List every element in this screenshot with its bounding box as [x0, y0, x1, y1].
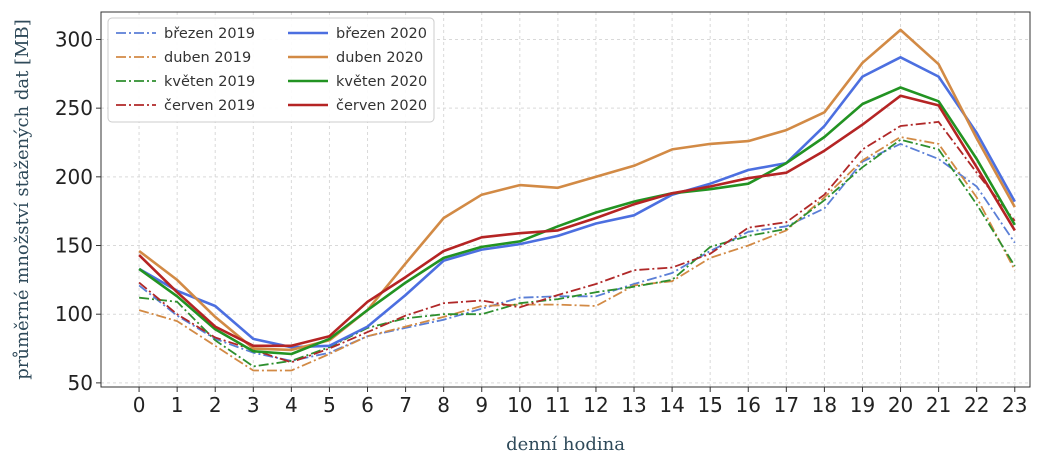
x-tick-label: 10 [507, 393, 532, 417]
legend-label: duben 2019 [164, 50, 251, 66]
legend-label: červen 2020 [336, 98, 427, 114]
x-tick-label: 23 [1002, 393, 1027, 417]
x-tick-label: 5 [323, 393, 336, 417]
x-tick-label: 21 [926, 393, 951, 417]
x-axis-label: denní hodina [506, 434, 625, 455]
x-tick-label: 7 [399, 393, 412, 417]
x-tick-label: 1 [171, 393, 184, 417]
x-tick-label: 14 [659, 393, 684, 417]
y-tick-label: 250 [55, 96, 93, 120]
y-tick-label: 100 [55, 302, 93, 326]
x-tick-label: 17 [774, 393, 799, 417]
x-tick-label: 18 [812, 393, 837, 417]
y-tick-label: 150 [55, 234, 93, 258]
x-tick-label: 6 [361, 393, 374, 417]
legend-label: březen 2019 [164, 26, 255, 42]
y-axis-label: průměrné množství stažených dat [MB] [11, 19, 33, 380]
y-tick-label: 300 [55, 27, 93, 51]
x-tick-label: 0 [133, 393, 146, 417]
x-tick-label: 4 [285, 393, 298, 417]
x-tick-label: 20 [888, 393, 913, 417]
legend-label: březen 2020 [336, 26, 427, 42]
x-tick-label: 19 [850, 393, 875, 417]
y-tick-label: 200 [55, 165, 93, 189]
x-tick-label: 3 [247, 393, 260, 417]
x-tick-label: 12 [583, 393, 608, 417]
legend-label: duben 2020 [336, 50, 423, 66]
x-tick-label: 9 [475, 393, 488, 417]
legend-label: červen 2019 [164, 98, 255, 114]
x-tick-label: 13 [621, 393, 646, 417]
x-tick-label: 2 [209, 393, 222, 417]
x-tick-label: 22 [964, 393, 989, 417]
legend-label: květen 2019 [164, 74, 255, 90]
x-tick-label: 8 [437, 393, 450, 417]
legend-label: květen 2020 [336, 74, 427, 90]
legend: březen 2019 duben 2019 květen 2019 červen 2… [108, 18, 434, 122]
y-tick-label: 50 [68, 371, 93, 395]
x-tick-label: 15 [697, 393, 722, 417]
x-tick-label: 11 [545, 393, 570, 417]
x-tick-label: 16 [736, 393, 761, 417]
